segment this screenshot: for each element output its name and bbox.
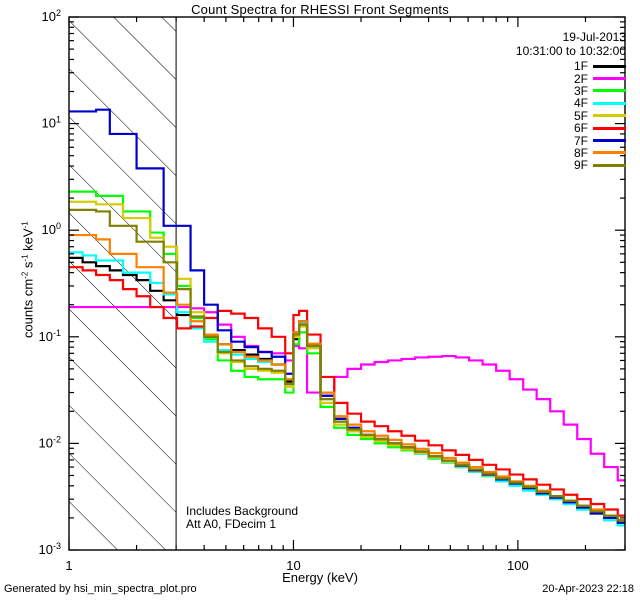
x-tick-1: 10 xyxy=(286,558,300,573)
y-tick-1: 10-2 xyxy=(39,434,61,450)
legend-item-4f: 4F xyxy=(573,96,626,111)
legend-label: 9F xyxy=(573,158,588,173)
x-axis-label: Energy (keV) xyxy=(282,570,358,585)
y-tick-5: 102 xyxy=(42,8,61,24)
legend-swatch xyxy=(593,163,626,167)
y-axis-label-exp1: -2 xyxy=(20,271,30,279)
legend-swatch xyxy=(593,64,626,68)
legend-label: 2F xyxy=(573,71,588,86)
observation-date-block: 19-Jul-2013 10:31:00 to 10:32:00 xyxy=(516,30,626,58)
legend-item-1f: 1F xyxy=(573,59,626,74)
legend-label: 5F xyxy=(573,108,588,123)
x-tick-labels: 1 10 100 xyxy=(65,558,528,573)
legend-swatch xyxy=(593,89,626,93)
annotation-background: Includes Background xyxy=(186,504,299,518)
legend-swatch xyxy=(593,139,626,143)
y-axis-label-text2: s xyxy=(20,261,36,272)
plot-annotation: Includes Background Att A0, FDecim 1 xyxy=(186,505,298,531)
legend-label: 3F xyxy=(573,83,588,98)
legend-item-3f: 3F xyxy=(573,83,626,98)
legend-item-6f: 6F xyxy=(573,121,626,136)
legend-swatch xyxy=(593,77,626,81)
legend-swatch xyxy=(593,114,626,118)
legend-item-7f: 7F xyxy=(573,133,626,148)
legend-item-9f: 9F xyxy=(573,158,626,173)
legend-swatch xyxy=(593,126,626,130)
legend-item-5f: 5F xyxy=(573,108,626,123)
y-tick-labels: 10-3 10-2 10-1 100 101 102 xyxy=(39,8,61,557)
y-axis-label-exp2: -1 xyxy=(20,254,30,262)
y-axis-label-text: counts cm xyxy=(20,278,36,339)
y-tick-3: 100 xyxy=(42,221,61,237)
legend-swatch xyxy=(593,101,626,105)
y-axis-label-exp3: -1 xyxy=(20,221,30,229)
legend-label: 6F xyxy=(573,121,588,136)
legend-label: 7F xyxy=(573,133,588,148)
y-axis-label: counts cm-2 s-1 keV-1 xyxy=(20,190,35,370)
footer-generator: Generated by hsi_min_spectra_plot.pro xyxy=(4,583,197,595)
legend-label: 1F xyxy=(573,59,588,74)
y-tick-2: 10-1 xyxy=(39,328,61,344)
annotation-attenuator: Att A0, FDecim 1 xyxy=(186,517,277,531)
legend-label: 4F xyxy=(573,96,588,111)
legend-label: 8F xyxy=(573,145,588,160)
observation-time-range: 10:31:00 to 10:32:00 xyxy=(515,44,626,58)
legend: 1F 2F 3F 4F 5F 6F 7F 8F 9F xyxy=(573,59,626,173)
y-axis-label-text3: keV xyxy=(20,228,36,255)
x-tick-2: 100 xyxy=(507,558,529,573)
y-tick-0: 10-3 xyxy=(39,541,61,557)
legend-item-2f: 2F xyxy=(573,71,626,86)
observation-date: 19-Jul-2013 xyxy=(562,30,626,44)
footer-timestamp: 20-Apr-2023 22:18 xyxy=(542,583,634,595)
y-tick-4: 101 xyxy=(42,115,61,131)
spectra-series-layer xyxy=(69,108,625,527)
page-title: Count Spectra for RHESSI Front Segments xyxy=(191,2,449,17)
legend-item-8f: 8F xyxy=(573,145,626,160)
x-tick-0: 1 xyxy=(65,558,72,573)
legend-swatch xyxy=(593,151,626,155)
